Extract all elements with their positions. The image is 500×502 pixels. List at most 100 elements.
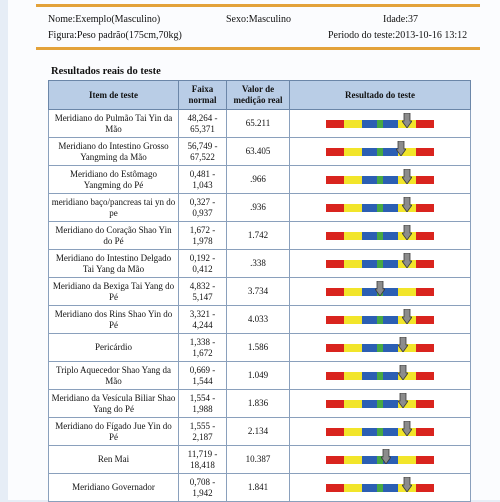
scale-segment-blue	[383, 371, 398, 380]
scale-segment-blue	[383, 427, 398, 436]
test-info-row: Figura:Peso padrão(175cm,70kg) Periodo d…	[48, 30, 470, 44]
result-scale-bar	[326, 476, 434, 492]
row-item-name: Meridiano do Intestino Delgado Tai Yang …	[48, 249, 179, 278]
scale-segment-green	[377, 427, 383, 436]
row-measured-value: 63.405	[226, 137, 290, 166]
scale-segment-blue	[362, 399, 377, 408]
scale-segment-blue	[383, 203, 398, 212]
column-header-result: Resultado do teste	[289, 80, 471, 110]
scale-segment-blue	[383, 231, 398, 240]
patient-age: Idade:37	[383, 14, 418, 25]
scale-segment-red	[416, 343, 434, 352]
scale-segment-yellow	[344, 455, 362, 464]
scale-segment-yellow	[344, 203, 362, 212]
row-normal-range: 1,672 - 1,978	[178, 221, 227, 250]
scale-segment-yellow	[344, 287, 362, 296]
row-normal-range: 0,669 - 1,544	[178, 361, 227, 390]
scale-segment-red	[416, 119, 434, 128]
row-item-name: Meridiano do Intestino Grosso Yangming d…	[48, 137, 179, 166]
result-pointer-icon	[395, 140, 406, 156]
row-item-name: Meridiano da Bexiga Tai Yang do Pé	[48, 277, 179, 306]
scale-segment-blue	[362, 119, 377, 128]
row-measured-value: 65.211	[226, 109, 290, 138]
scale-segment-yellow	[344, 147, 362, 156]
table-header-row: Item de teste Faixa normal Valor de medi…	[48, 80, 471, 110]
row-item-name: meridiano baço/pancreas tai yn do pe	[48, 193, 179, 222]
scale-segment-blue	[383, 315, 398, 324]
scale-segment-blue	[383, 147, 398, 156]
scale-segment-red	[326, 287, 344, 296]
result-scale-bar	[326, 364, 434, 380]
scale-segment-blue	[362, 231, 377, 240]
row-result-cell	[289, 305, 471, 334]
row-measured-value: 10.387	[226, 445, 290, 474]
scale-segment-red	[416, 455, 434, 464]
scale-segment-green	[377, 231, 383, 240]
result-scale-bar	[326, 420, 434, 436]
row-item-name: Meridiano da Vesícula Biliar Shao Yang d…	[48, 389, 179, 418]
scale-segment-blue	[383, 483, 398, 492]
scale-segment-blue	[362, 343, 377, 352]
scale-segment-green	[377, 455, 383, 464]
table-row: Meridiano da Bexiga Tai Yang do Pé 4,832 …	[48, 277, 471, 306]
scale-segment-red	[416, 371, 434, 380]
scale-segment-yellow	[398, 455, 416, 464]
column-header-item: Item de teste	[48, 80, 179, 110]
scale-segment-blue	[362, 287, 377, 296]
scale-segment-blue	[362, 175, 377, 184]
scale-segment-yellow	[398, 371, 416, 380]
row-item-name: Triplo Aquecedor Shao Yang da Mão	[48, 361, 179, 390]
scale-segment-yellow	[398, 399, 416, 408]
row-normal-range: 4,832 - 5,147	[178, 277, 227, 306]
column-header-range: Faixa normal	[178, 80, 227, 110]
row-item-name: Meridiano do Estômago Yangming do Pé	[48, 165, 179, 194]
result-scale-bar	[326, 196, 434, 212]
row-measured-value: 1.049	[226, 361, 290, 390]
result-scale-bar	[326, 336, 434, 352]
patient-figure: Figura:Peso padrão(175cm,70kg)	[48, 30, 182, 41]
row-item-name: Meridiano Governador	[48, 473, 179, 502]
scale-segment-green	[377, 203, 383, 212]
row-item-name: Ren Mai	[48, 445, 179, 474]
row-item-name: Meridiano do Coração Shao Yin do Pé	[48, 221, 179, 250]
result-scale-bar	[326, 252, 434, 268]
scale-segment-green	[377, 147, 383, 156]
scale-segment-blue	[362, 483, 377, 492]
result-pointer-icon	[375, 280, 385, 296]
row-result-cell	[289, 221, 471, 250]
row-result-cell	[289, 389, 471, 418]
table-row: Meridiano do Estômago Yangming do Pé 0,48…	[48, 165, 471, 194]
scale-segment-blue	[383, 399, 398, 408]
result-pointer-icon	[402, 196, 412, 212]
scale-segment-red	[326, 315, 344, 324]
scale-segment-yellow	[344, 483, 362, 492]
scale-segment-green	[377, 399, 383, 408]
row-result-cell	[289, 249, 471, 278]
report-sheet: Nome:Exemplo(Masculino) Sexo:Masculino I…	[8, 0, 500, 502]
row-normal-range: 1,554 - 1,988	[178, 389, 227, 418]
row-measured-value: 1.586	[226, 333, 290, 362]
scale-segment-red	[326, 343, 344, 352]
row-normal-range: 0,327 - 0,937	[178, 193, 227, 222]
scale-segment-yellow	[398, 343, 416, 352]
scale-segment-green	[377, 483, 383, 492]
scale-segment-red	[416, 483, 434, 492]
scale-segment-blue	[362, 371, 377, 380]
row-item-name: Pericárdio	[48, 333, 179, 362]
scale-segment-blue	[383, 175, 398, 184]
row-item-name: Meridiano dos Rins Shao Yin do Pé	[48, 305, 179, 334]
scale-segment-blue	[362, 455, 377, 464]
row-item-name: Meridiano do Pulmão Tai Yin da Mão	[48, 109, 179, 138]
table-row: Meridiano do Fígado Jue Yin do Pé 1,555 -…	[48, 417, 471, 446]
row-result-cell	[289, 165, 471, 194]
scale-segment-red	[326, 259, 344, 268]
table-row: Meridiano do Intestino Grosso Yangming d…	[48, 137, 471, 166]
scale-segment-yellow	[344, 259, 362, 268]
patient-info-row: Nome:Exemplo(Masculino) Sexo:Masculino I…	[48, 14, 470, 28]
scale-segment-red	[416, 259, 434, 268]
scale-segment-blue	[383, 259, 398, 268]
scale-segment-red	[416, 203, 434, 212]
result-scale-bar	[326, 168, 434, 184]
top-divider	[36, 4, 480, 7]
scale-segment-red	[326, 399, 344, 408]
